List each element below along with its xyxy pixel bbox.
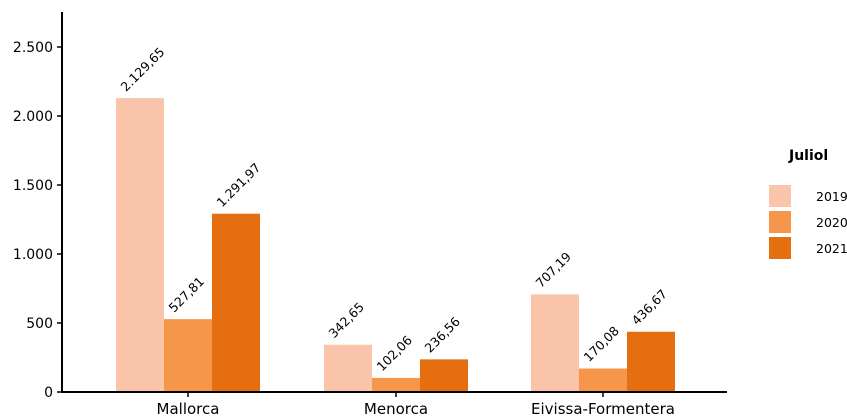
y-tick-label: 2.000 — [13, 109, 53, 125]
data-label: 342,65 — [326, 299, 368, 341]
x-category-label: Eivissa-Formentera — [531, 400, 675, 417]
bar-eivissa-formentera-2019 — [531, 294, 579, 392]
bar-menorca-2019 — [324, 344, 372, 392]
x-category-label: Menorca — [364, 400, 428, 417]
legend-swatch-2019 — [769, 185, 791, 207]
data-label: 236,56 — [422, 314, 464, 356]
legend-label-2021: 2021 — [816, 241, 847, 256]
legend-swatch-2020 — [769, 211, 791, 233]
bar-menorca-2021 — [420, 359, 468, 392]
y-tick-label: 1.500 — [13, 178, 53, 194]
y-tick-label: 0 — [44, 385, 53, 401]
bar-mallorca-2021 — [212, 213, 260, 392]
data-label: 170,08 — [581, 323, 623, 365]
bar-mallorca-2020 — [164, 319, 212, 392]
data-label: 102,06 — [374, 332, 416, 374]
bar-eivissa-formentera-2020 — [579, 368, 627, 392]
bar-menorca-2020 — [372, 377, 420, 392]
legend-swatch-2021 — [769, 237, 791, 259]
data-label: 707,19 — [533, 249, 575, 291]
data-label: 2.129,65 — [118, 44, 168, 94]
legend-title: Juliol — [788, 148, 828, 164]
bar-eivissa-formentera-2021 — [627, 331, 675, 392]
data-label: 1.291,97 — [214, 160, 264, 210]
data-label: 527,81 — [166, 274, 208, 316]
bar-mallorca-2019 — [116, 98, 164, 392]
legend-label-2020: 2020 — [816, 215, 847, 230]
data-label: 436,67 — [629, 286, 671, 328]
y-tick-label: 500 — [26, 316, 53, 332]
legend: Juliol 2019 2020 2021 — [769, 148, 847, 259]
y-tick-label: 2.500 — [13, 40, 53, 56]
plot-area: 2.129,65 342,65 707,19 527,81 102,06 170,08 1.… — [13, 12, 727, 417]
x-category-label: Mallorca — [157, 400, 220, 417]
legend-label-2019: 2019 — [816, 189, 847, 204]
y-tick-label: 1.000 — [13, 247, 53, 263]
